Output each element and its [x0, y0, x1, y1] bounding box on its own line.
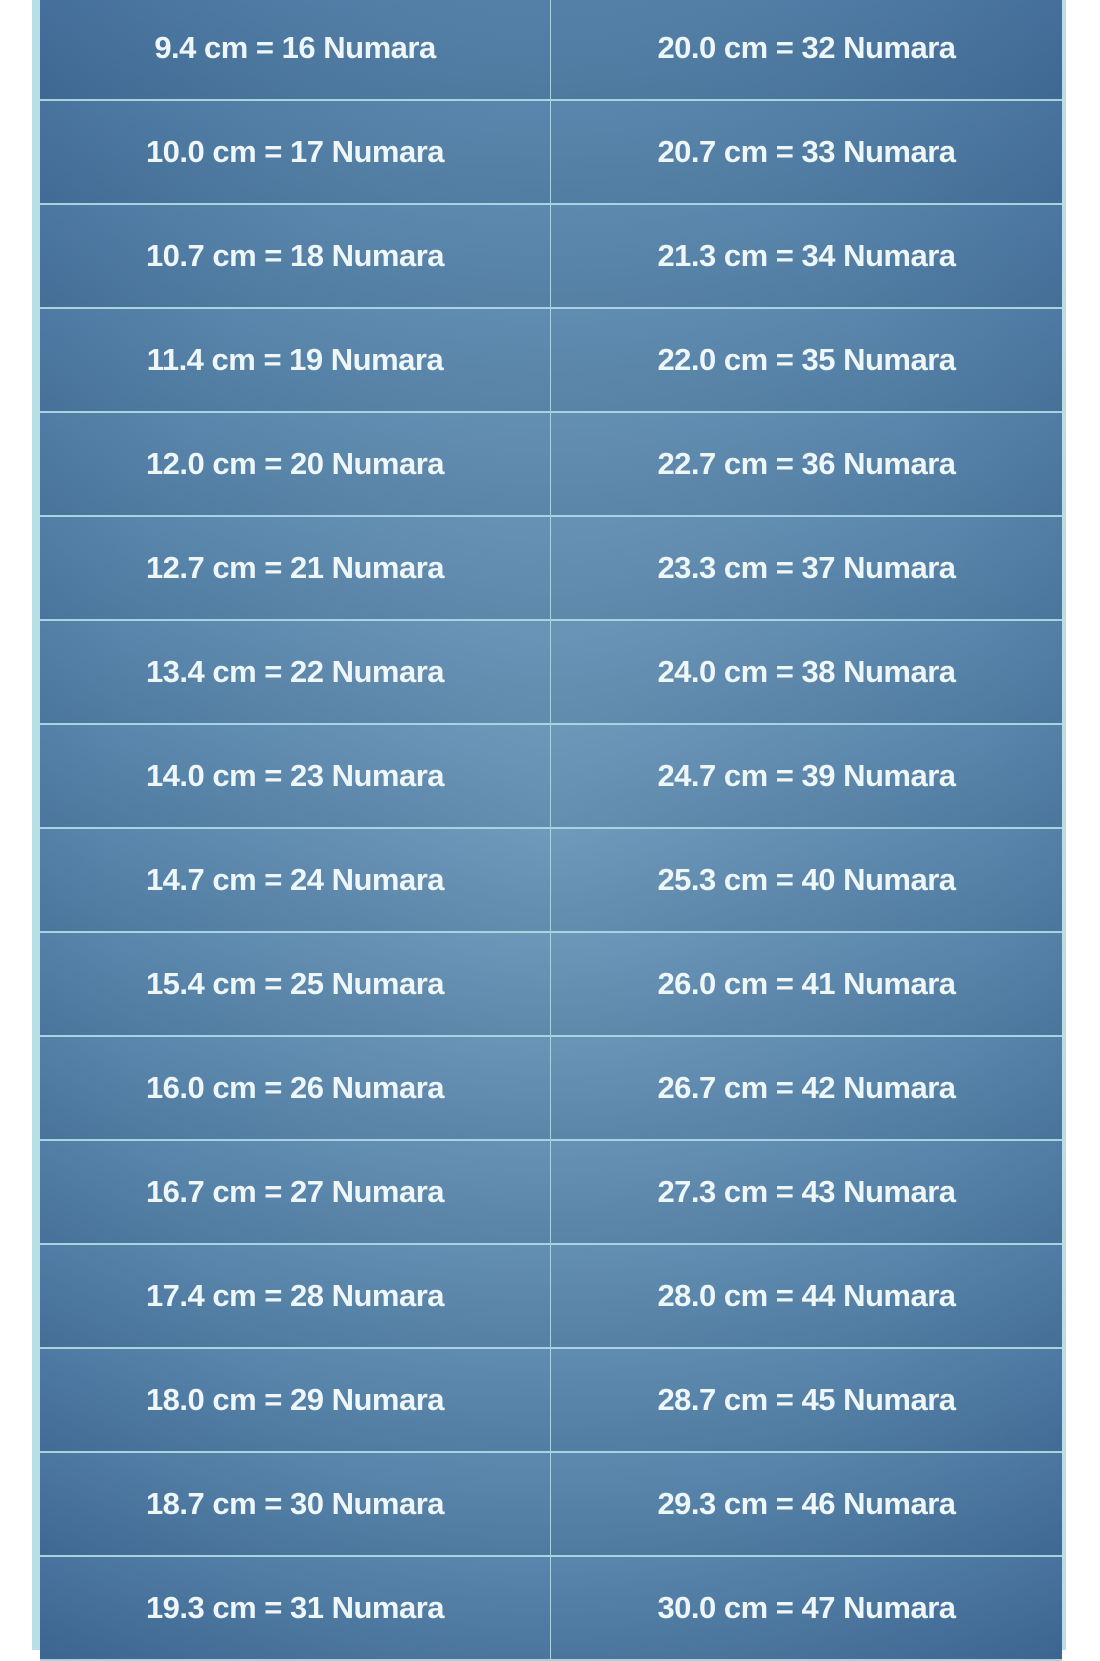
size-cell-left: 12.0 cm = 20 Numara: [40, 413, 551, 517]
size-cell-right: 27.3 cm = 43 Numara: [551, 1141, 1062, 1245]
size-cell-left: 16.7 cm = 27 Numara: [40, 1141, 551, 1245]
size-cell-right: 29.3 cm = 46 Numara: [551, 1453, 1062, 1557]
shoe-size-table: 9.4 cm = 16 Numara 20.0 cm = 32 Numara 10.…: [40, 0, 1062, 1661]
size-cell-right: 28.0 cm = 44 Numara: [551, 1245, 1062, 1349]
size-cell-right: 30.0 cm = 47 Numara: [551, 1557, 1062, 1661]
size-cell-left: 17.4 cm = 28 Numara: [40, 1245, 551, 1349]
size-cell-left: 18.7 cm = 30 Numara: [40, 1453, 551, 1557]
size-cell-left: 9.4 cm = 16 Numara: [40, 0, 551, 101]
size-cell-right: 28.7 cm = 45 Numara: [551, 1349, 1062, 1453]
size-cell-right: 22.0 cm = 35 Numara: [551, 309, 1062, 413]
size-cell-left: 12.7 cm = 21 Numara: [40, 517, 551, 621]
size-cell-left: 19.3 cm = 31 Numara: [40, 1557, 551, 1661]
size-cell-right: 24.7 cm = 39 Numara: [551, 725, 1062, 829]
size-cell-right: 26.7 cm = 42 Numara: [551, 1037, 1062, 1141]
size-cell-right: 24.0 cm = 38 Numara: [551, 621, 1062, 725]
size-cell-left: 15.4 cm = 25 Numara: [40, 933, 551, 1037]
size-cell-left: 11.4 cm = 19 Numara: [40, 309, 551, 413]
size-cell-left: 13.4 cm = 22 Numara: [40, 621, 551, 725]
size-cell-left: 10.7 cm = 18 Numara: [40, 205, 551, 309]
size-cell-left: 14.7 cm = 24 Numara: [40, 829, 551, 933]
size-cell-right: 20.7 cm = 33 Numara: [551, 101, 1062, 205]
size-cell-right: 23.3 cm = 37 Numara: [551, 517, 1062, 621]
size-cell-right: 21.3 cm = 34 Numara: [551, 205, 1062, 309]
size-cell-left: 18.0 cm = 29 Numara: [40, 1349, 551, 1453]
size-cell-right: 22.7 cm = 36 Numara: [551, 413, 1062, 517]
size-cell-left: 10.0 cm = 17 Numara: [40, 101, 551, 205]
size-cell-left: 16.0 cm = 26 Numara: [40, 1037, 551, 1141]
size-cell-right: 20.0 cm = 32 Numara: [551, 0, 1062, 101]
size-cell-left: 14.0 cm = 23 Numara: [40, 725, 551, 829]
size-cell-right: 26.0 cm = 41 Numara: [551, 933, 1062, 1037]
size-cell-right: 25.3 cm = 40 Numara: [551, 829, 1062, 933]
